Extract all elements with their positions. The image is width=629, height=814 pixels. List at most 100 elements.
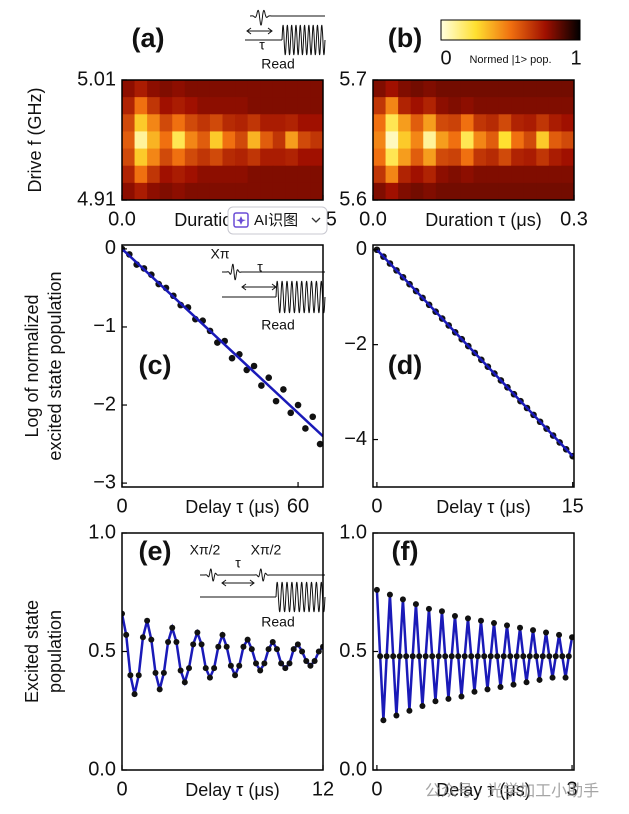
heat-cell: [448, 148, 462, 167]
heat-cell: [235, 148, 249, 167]
data-point: [429, 653, 436, 660]
data-point: [504, 622, 510, 629]
y-axis-label: Excited state: [22, 600, 42, 703]
panel-2: 0 60 0 −1 −2 −3 Delay τ (μs) Log of normalized e…: [22, 237, 324, 517]
heat-cell: [272, 165, 286, 184]
y-tick-label: −1: [93, 315, 116, 337]
heat-cell: [435, 80, 449, 98]
heat-cell: [209, 182, 224, 200]
data-point: [549, 674, 556, 681]
data-point: [223, 643, 230, 650]
panel-3: 0 15 0 −2 −4 Delay τ (μs) (d): [344, 238, 584, 517]
data-point: [265, 374, 273, 382]
heat-cell: [184, 131, 198, 150]
heat-cell: [385, 114, 399, 133]
heat-cell: [398, 182, 412, 200]
heat-cell: [285, 165, 299, 184]
heat-cell: [260, 114, 274, 133]
heat-cell: [247, 165, 261, 184]
heat-cell: [523, 114, 537, 133]
data-point: [432, 698, 439, 705]
data-point: [416, 653, 423, 660]
axes-frame: [121, 79, 324, 201]
overlay-button[interactable]: AI识图: [227, 206, 328, 235]
data-point: [425, 605, 432, 612]
data-point: [559, 653, 566, 660]
data-point: [186, 665, 192, 672]
heat-cell: [260, 97, 274, 115]
data-point: [286, 660, 293, 667]
heat-cell: [523, 165, 537, 184]
data-point: [269, 639, 276, 646]
heat-cell: [523, 148, 537, 167]
heat-cell: [460, 114, 475, 133]
heat-cell: [297, 165, 312, 184]
heat-cell: [147, 182, 161, 200]
data-point: [448, 653, 455, 660]
heat-cell: [222, 114, 236, 133]
heat-cell: [536, 80, 550, 98]
panel-label: (b): [388, 23, 422, 53]
colorbar-tick-label: 0: [440, 47, 451, 69]
heat-cell: [448, 131, 462, 150]
data-point: [471, 688, 478, 695]
data-point: [406, 707, 413, 714]
inset-shape: [249, 579, 255, 587]
inset-label: Xπ/2: [190, 542, 221, 558]
x-tick-label: 60: [287, 495, 309, 517]
pulse-insets: τ Read Xπ τ Read Xπ/2 τ Xπ/2 Read: [190, 9, 326, 630]
heat-cell: [385, 131, 399, 150]
x-tick-label: 0.3: [560, 208, 588, 230]
heat-cell: [423, 97, 437, 115]
data-point: [280, 386, 287, 393]
data-point: [257, 667, 264, 674]
x-tick-label: 0.0: [359, 208, 387, 230]
inset-label: Read: [261, 317, 294, 333]
heat-cell: [435, 182, 449, 200]
heat-cell: [423, 165, 437, 184]
x-axis-label: Duration τ (μs): [425, 210, 542, 230]
data-point: [383, 653, 390, 660]
y-tick-label: 0: [105, 237, 116, 259]
x-axis-label: Delay τ (μs): [185, 497, 280, 517]
heat-cell: [184, 148, 198, 167]
overlay-icon: [233, 212, 249, 228]
heat-cell: [260, 131, 274, 150]
heat-cell: [235, 80, 249, 98]
heat-cell: [561, 131, 574, 150]
data-point: [144, 617, 151, 624]
heat-cell: [159, 131, 173, 150]
data-point: [520, 653, 527, 660]
heat-cell: [373, 165, 387, 184]
heat-cell: [498, 80, 512, 98]
heat-cell: [134, 131, 148, 150]
data-point: [445, 695, 452, 702]
plot-area: [122, 610, 323, 698]
data-point: [510, 681, 517, 688]
heat-cell: [285, 131, 299, 150]
data-point: [409, 653, 416, 660]
heat-cell: [122, 97, 136, 115]
data-point: [261, 660, 268, 667]
heat-cell: [209, 80, 224, 98]
heat-cell: [398, 165, 412, 184]
data-point: [442, 653, 449, 660]
x-tick-label: 0: [371, 778, 382, 800]
data-point: [232, 672, 239, 679]
heat-cell: [297, 114, 312, 133]
heat-cell: [536, 114, 550, 133]
heat-cell: [297, 148, 312, 167]
data-point: [530, 627, 537, 634]
inset-label: τ: [257, 259, 263, 275]
data-point: [258, 382, 265, 389]
heat-cell: [561, 114, 574, 133]
heat-cell: [247, 182, 261, 200]
heat-cell: [147, 114, 161, 133]
y-tick-label: 0.0: [339, 758, 367, 780]
heat-cell: [147, 80, 161, 98]
heat-cell: [209, 131, 224, 150]
heat-cell: [561, 80, 574, 98]
heat-cell: [511, 165, 525, 184]
y-tick-label: 1.0: [88, 521, 116, 543]
data-point: [386, 591, 393, 598]
